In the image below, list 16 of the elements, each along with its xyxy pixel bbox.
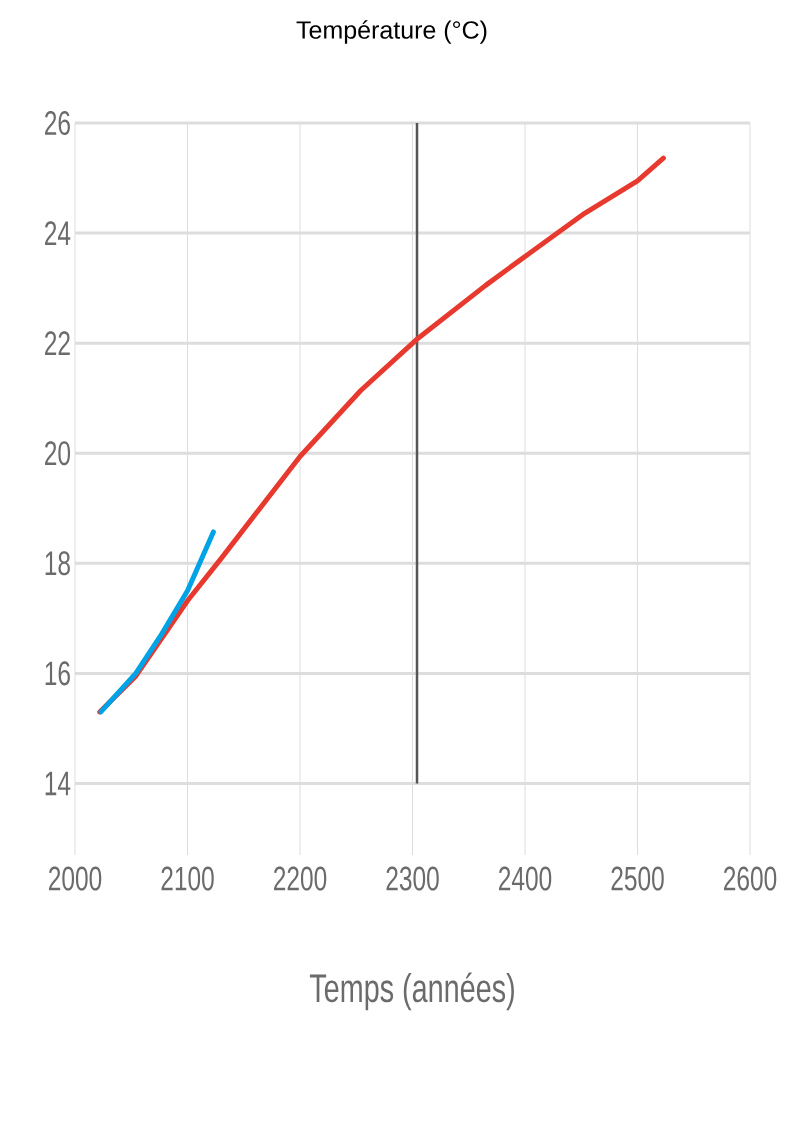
y-tick-label: 16 bbox=[45, 661, 70, 686]
y-tick-label: 14 bbox=[45, 771, 71, 796]
x-tick-label: 2100 bbox=[161, 866, 214, 891]
y-tick-label: 24 bbox=[45, 221, 71, 245]
x-tick-label: 2200 bbox=[274, 866, 327, 891]
y-tick-label: 18 bbox=[45, 551, 70, 576]
chart-title: Température (°C) bbox=[296, 20, 487, 44]
x-axis-title: Temps (années) bbox=[309, 972, 514, 1011]
x-tick-label: 2500 bbox=[611, 866, 664, 891]
y-tick-label: 26 bbox=[45, 110, 70, 136]
x-tick-label: 2000 bbox=[49, 866, 102, 891]
x-tick-label: 2300 bbox=[386, 866, 439, 891]
x-tick-label: 2400 bbox=[499, 866, 552, 891]
x-tick-label: 2600 bbox=[724, 866, 777, 891]
y-tick-label: 22 bbox=[45, 331, 70, 356]
y-tick-label: 20 bbox=[45, 441, 71, 466]
